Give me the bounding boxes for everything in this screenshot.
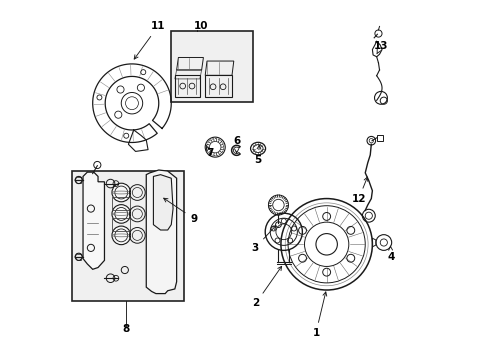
Bar bbox=[112, 218, 130, 231]
Bar bbox=[205, 75, 231, 97]
Text: 1: 1 bbox=[312, 292, 326, 338]
Text: 4: 4 bbox=[386, 246, 394, 262]
Text: 3: 3 bbox=[251, 226, 275, 253]
Text: 10: 10 bbox=[193, 21, 208, 31]
Bar bbox=[170, 31, 253, 102]
Circle shape bbox=[112, 226, 130, 245]
Text: 6: 6 bbox=[233, 136, 240, 153]
Text: 9: 9 bbox=[163, 198, 197, 224]
Text: 8: 8 bbox=[122, 324, 129, 334]
Text: 2: 2 bbox=[252, 266, 281, 308]
Bar bbox=[72, 171, 183, 301]
Circle shape bbox=[112, 183, 130, 202]
Text: 11: 11 bbox=[134, 21, 165, 59]
Bar bbox=[112, 197, 130, 210]
Text: 13: 13 bbox=[373, 41, 387, 54]
Bar bbox=[376, 135, 382, 141]
Text: 7: 7 bbox=[205, 145, 213, 158]
Polygon shape bbox=[153, 175, 173, 230]
Text: 12: 12 bbox=[351, 177, 367, 203]
Text: 5: 5 bbox=[254, 145, 261, 165]
Polygon shape bbox=[146, 170, 176, 294]
Polygon shape bbox=[83, 172, 104, 269]
Circle shape bbox=[112, 204, 130, 223]
Bar bbox=[175, 75, 200, 97]
